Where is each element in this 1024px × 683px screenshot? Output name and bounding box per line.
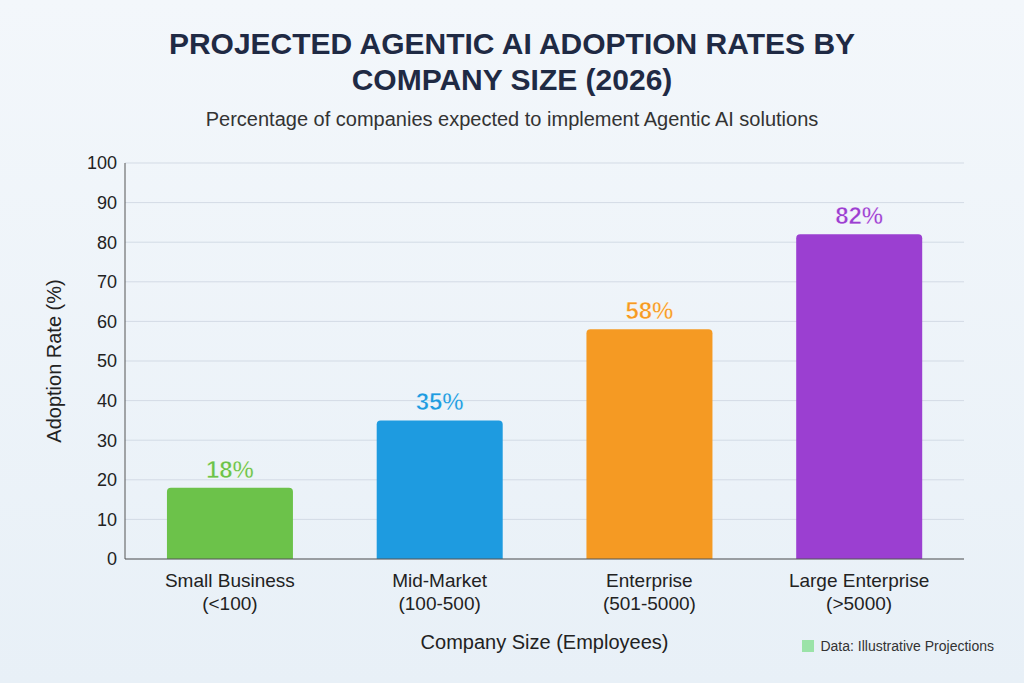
html-text:Percentage of companies expect: Percentage of companies expected to impl… xyxy=(205,108,819,130)
svg-text:82%: 82% xyxy=(835,202,883,229)
svg-text:60: 60 xyxy=(97,312,117,332)
svg-text:10: 10 xyxy=(97,510,117,530)
svg-text:Adoption Rate (%): Adoption Rate (%) xyxy=(43,279,65,442)
svg-text:Enterprise(501-5000): Enterprise(501-5000) xyxy=(603,570,696,614)
svg-text:80: 80 xyxy=(97,233,117,253)
svg-text:Company Size (Employees): Company Size (Employees) xyxy=(421,631,669,653)
svg-text:30: 30 xyxy=(97,431,117,451)
svg-text:40: 40 xyxy=(97,391,117,411)
svg-text:58%: 58% xyxy=(625,297,673,324)
svg-text:20: 20 xyxy=(97,470,117,490)
svg-text:Large Enterprise(>5000): Large Enterprise(>5000) xyxy=(789,570,929,614)
svg-text:Mid-Market(100-500): Mid-Market(100-500) xyxy=(392,570,488,614)
svg-text:Small Business(<100): Small Business(<100) xyxy=(165,570,295,614)
svg-text:0: 0 xyxy=(107,549,117,569)
html-text:Data: Illustrative Projections: Data: Illustrative Projections xyxy=(820,638,994,654)
svg-text:90: 90 xyxy=(97,193,117,213)
svg-text:50: 50 xyxy=(97,351,117,371)
svg-text:70: 70 xyxy=(97,272,117,292)
svg-text:18%: 18% xyxy=(206,456,254,483)
svg-text:100: 100 xyxy=(87,153,117,173)
html-text:PROJECTED AGENTIC AI ADOPTION: PROJECTED AGENTIC AI ADOPTION RATES BY C… xyxy=(168,27,856,96)
svg-text:35%: 35% xyxy=(416,388,464,415)
